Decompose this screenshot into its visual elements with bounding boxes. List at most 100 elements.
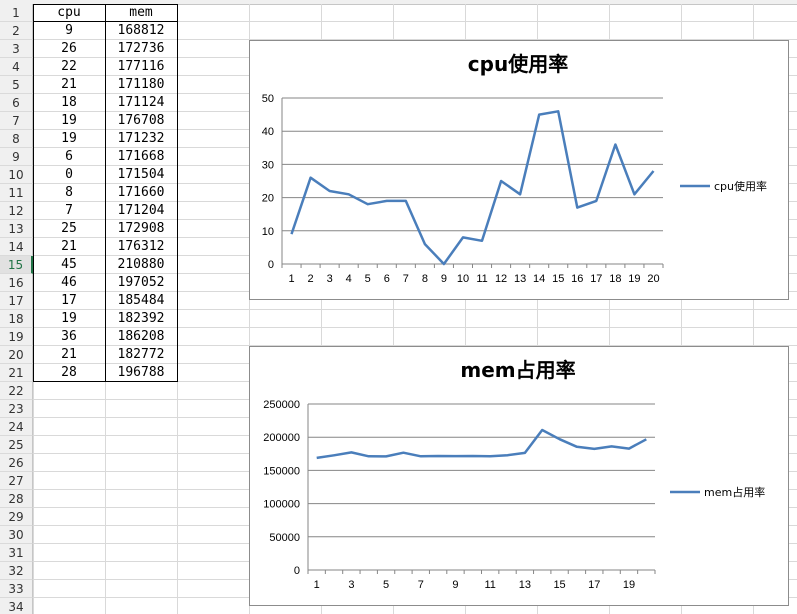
row-gridline [33,21,797,22]
cpu-cell[interactable]: 22 [61,59,77,74]
row-number[interactable]: 28 [0,490,33,508]
x-tick-label: 15 [552,273,564,285]
cpu-cell[interactable]: 36 [61,329,77,344]
row-number[interactable]: 26 [0,454,33,472]
row-number[interactable]: 16 [0,274,33,292]
row-number[interactable]: 15 [0,256,33,274]
row-number[interactable]: 7 [0,112,33,130]
y-tick-label: 40 [262,126,274,138]
row-number[interactable]: 27 [0,472,33,490]
mem-cell[interactable]: 171180 [117,77,165,92]
series-line-0 [316,428,647,460]
mem-cell[interactable]: 182392 [117,311,165,326]
mem-cell[interactable]: 176312 [117,239,165,254]
x-tick-label: 7 [403,273,409,285]
row-number[interactable]: 32 [0,562,33,580]
cpu-cell[interactable]: 19 [61,131,77,146]
mem-cell[interactable]: 171232 [117,131,165,146]
column-header-strip[interactable] [0,0,797,5]
y-tick-label: 0 [294,565,300,577]
row-number[interactable]: 6 [0,94,33,112]
row-number[interactable]: 25 [0,436,33,454]
mem-cell[interactable]: 186208 [117,329,165,344]
series-line-0 [290,110,655,266]
cpu-cell[interactable]: 45 [61,257,77,272]
cpu-cell[interactable]: 18 [61,95,77,110]
row-number[interactable]: 29 [0,508,33,526]
header-cell-mem[interactable]: mem [129,5,153,20]
row-number[interactable]: 21 [0,364,33,382]
chart-title: mem占用率 [460,358,575,382]
cpu-cell[interactable]: 21 [61,239,77,254]
y-tick-label: 250000 [263,399,300,411]
mem-cell[interactable]: 182772 [117,347,165,362]
x-tick-label: 12 [495,273,507,285]
cpu-cell[interactable]: 19 [61,113,77,128]
cpu-cell[interactable]: 8 [65,185,73,200]
mem-cell[interactable]: 196788 [117,365,165,380]
row-number[interactable]: 3 [0,40,33,58]
cpu-cell[interactable]: 25 [61,221,77,236]
cpu-cell[interactable]: 26 [61,41,77,56]
cpu-cell[interactable]: 19 [61,311,77,326]
mem-cell[interactable]: 168812 [117,23,165,38]
cpu-cell[interactable]: 28 [61,365,77,380]
mem-chart[interactable]: mem占用率 0 50000 100000 150000 200000 250000 1 3 5 7… [249,346,789,606]
mem-cell[interactable]: 210880 [117,257,165,272]
row-number[interactable]: 4 [0,58,33,76]
cpu-cell[interactable]: 21 [61,77,77,92]
row-number[interactable]: 33 [0,580,33,598]
y-tick-label: 150000 [263,465,300,477]
mem-cell[interactable]: 171504 [117,167,165,182]
table-border [105,4,106,382]
row-number[interactable]: 20 [0,346,33,364]
row-number[interactable]: 19 [0,328,33,346]
row-number[interactable]: 8 [0,130,33,148]
row-number[interactable]: 2 [0,22,33,40]
x-tick-label: 1 [314,579,320,591]
row-number[interactable]: 14 [0,238,33,256]
legend-label: mem占用率 [704,485,765,499]
x-tick-label: 15 [553,579,565,591]
mem-cell[interactable]: 171668 [117,149,165,164]
cpu-cell[interactable]: 21 [61,347,77,362]
cpu-cell[interactable]: 9 [65,23,73,38]
cpu-cell[interactable]: 6 [65,149,73,164]
row-number[interactable]: 13 [0,220,33,238]
row-number[interactable]: 30 [0,526,33,544]
cpu-chart[interactable]: cpu使用率 0 10 20 30 40 50 1 2 3 4 5 6 7 8 9 10 11 12 13 14 15 16… [249,40,789,300]
row-number[interactable]: 31 [0,544,33,562]
row-number[interactable]: 10 [0,166,33,184]
row-number[interactable]: 9 [0,148,33,166]
table-border [33,381,178,382]
x-tick-label: 13 [519,579,531,591]
mem-cell[interactable]: 176708 [117,113,165,128]
legend-label: cpu使用率 [714,179,767,193]
x-tick-label: 6 [384,273,390,285]
y-tick-label: 50000 [269,532,300,544]
mem-cell[interactable]: 185484 [117,293,165,308]
mem-cell[interactable]: 177116 [117,59,165,74]
mem-cell[interactable]: 171124 [117,95,165,110]
mem-cell[interactable]: 172736 [117,41,165,56]
row-number[interactable]: 24 [0,418,33,436]
row-number[interactable]: 12 [0,202,33,220]
row-number[interactable]: 34 [0,598,33,614]
cpu-cell[interactable]: 17 [61,293,77,308]
row-number[interactable]: 18 [0,310,33,328]
header-cell-cpu[interactable]: cpu [57,5,81,20]
mem-cell[interactable]: 171660 [117,185,165,200]
cpu-cell[interactable]: 46 [61,275,77,290]
row-number[interactable]: 1 [0,4,33,22]
row-number[interactable]: 23 [0,400,33,418]
mem-cell[interactable]: 172908 [117,221,165,236]
row-number[interactable]: 5 [0,76,33,94]
row-number[interactable]: 17 [0,292,33,310]
cpu-cell[interactable]: 0 [65,167,73,182]
mem-cell[interactable]: 197052 [117,275,165,290]
row-number[interactable]: 11 [0,184,33,202]
cpu-cell[interactable]: 7 [65,203,73,218]
mem-cell[interactable]: 171204 [117,203,165,218]
row-number[interactable]: 22 [0,382,33,400]
